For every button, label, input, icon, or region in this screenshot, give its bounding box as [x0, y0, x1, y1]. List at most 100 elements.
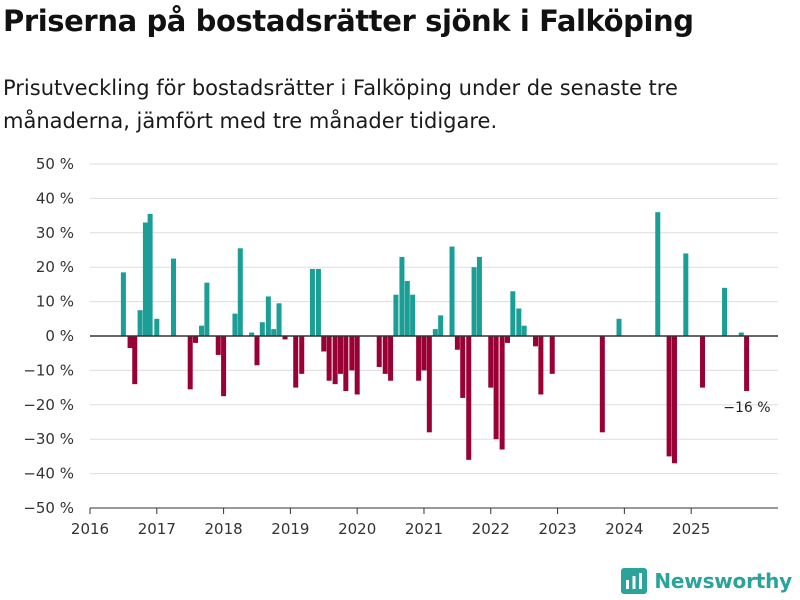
bar: [599, 336, 605, 433]
bar: [332, 336, 338, 385]
bar: [616, 318, 622, 336]
bar: [655, 212, 661, 336]
bar: [326, 336, 332, 381]
bar: [249, 332, 255, 336]
bar: [476, 256, 482, 336]
bar: [354, 336, 360, 395]
bar: [538, 336, 544, 395]
bar: [438, 315, 444, 336]
bar: [132, 336, 138, 385]
bar: [215, 336, 221, 355]
bar: [147, 213, 153, 336]
y-tick-label: −10 %: [23, 361, 74, 379]
bar: [393, 294, 399, 336]
bar: [404, 280, 410, 336]
data-label: −16 %: [723, 400, 770, 416]
x-tick-label: 2024: [605, 520, 643, 538]
bar: [493, 336, 499, 440]
bar: [232, 313, 238, 336]
bar: [449, 246, 455, 336]
bar: [410, 294, 416, 336]
bar: [315, 268, 321, 336]
bar: [382, 336, 388, 374]
bar: [388, 336, 394, 381]
y-tick-label: 20 %: [36, 258, 74, 276]
bar: [265, 296, 271, 336]
bar: [432, 329, 438, 336]
y-tick-label: −50 %: [23, 499, 74, 517]
x-tick-label: 2021: [405, 520, 443, 538]
brand-name: Newsworthy: [654, 569, 792, 593]
bar: [237, 248, 243, 336]
bar: [271, 329, 277, 336]
bar: [120, 272, 126, 336]
y-tick-label: 0 %: [45, 327, 74, 345]
bar: [321, 336, 327, 352]
bar: [488, 336, 494, 388]
x-tick-label: 2025: [672, 520, 710, 538]
bar: [460, 336, 466, 398]
bars: [120, 212, 750, 464]
bar: [221, 336, 227, 397]
bar: [466, 336, 472, 460]
bar: [254, 336, 260, 366]
x-tick-label: 2016: [71, 520, 109, 538]
bar: [309, 268, 315, 336]
bar: [700, 336, 706, 388]
bar: [154, 318, 160, 336]
y-tick-label: −30 %: [23, 430, 74, 448]
y-tick-label: 10 %: [36, 293, 74, 311]
bar: [343, 336, 349, 392]
bar: [416, 336, 422, 381]
gridlines: [90, 163, 778, 509]
bar: [471, 267, 477, 336]
bar: [349, 336, 355, 371]
bar: [187, 336, 193, 390]
bar: [127, 336, 133, 349]
y-tick-label: −20 %: [23, 396, 74, 414]
annotations: −16 %: [723, 400, 770, 416]
bar: [516, 308, 522, 336]
bar: [199, 325, 205, 336]
bar: [399, 256, 405, 336]
bar: [666, 336, 672, 457]
x-axis: 2016 2017 2018 2019 2020 2021 2022 2023 2024 2025: [71, 335, 778, 538]
bar: [671, 336, 677, 464]
bar: [722, 287, 728, 336]
x-tick-label: 2022: [472, 520, 510, 538]
bar: [533, 336, 539, 347]
brand-logo: Newsworthy: [621, 568, 792, 594]
bar: [421, 336, 427, 371]
bar: [504, 336, 510, 343]
x-tick-label: 2019: [271, 520, 309, 538]
chart-subtitle: Prisutveckling för bostadsrätter i Falkö…: [3, 76, 678, 133]
bar: [193, 336, 199, 343]
x-tick-label: 2023: [538, 520, 576, 538]
x-tick-label: 2017: [138, 520, 176, 538]
bar: [426, 336, 432, 433]
bar: [282, 336, 288, 340]
bar: [170, 258, 176, 336]
bar: [299, 336, 305, 374]
y-tick-label: 40 %: [36, 189, 74, 207]
bar: [454, 336, 460, 350]
bar: [276, 303, 282, 336]
bar: [744, 336, 750, 392]
bar: [738, 332, 744, 336]
bar: [376, 336, 382, 367]
bar: [137, 310, 143, 336]
x-tick-label: 2018: [204, 520, 242, 538]
bar: [142, 222, 148, 336]
y-tick-label: 30 %: [36, 224, 74, 242]
y-tick-label: −40 %: [23, 465, 74, 483]
bar: [549, 336, 555, 374]
newsworthy-logo-icon: [621, 568, 648, 594]
bar: [521, 325, 527, 336]
bar: [510, 291, 516, 336]
y-axis-ticks: 50 % 40 % 30 % 20 % 10 % 0 % −10 % −20 % −30 % −4…: [23, 155, 74, 517]
bar: [337, 336, 343, 374]
bar: [499, 336, 505, 450]
bar: [204, 282, 210, 336]
y-tick-label: 50 %: [36, 155, 74, 173]
